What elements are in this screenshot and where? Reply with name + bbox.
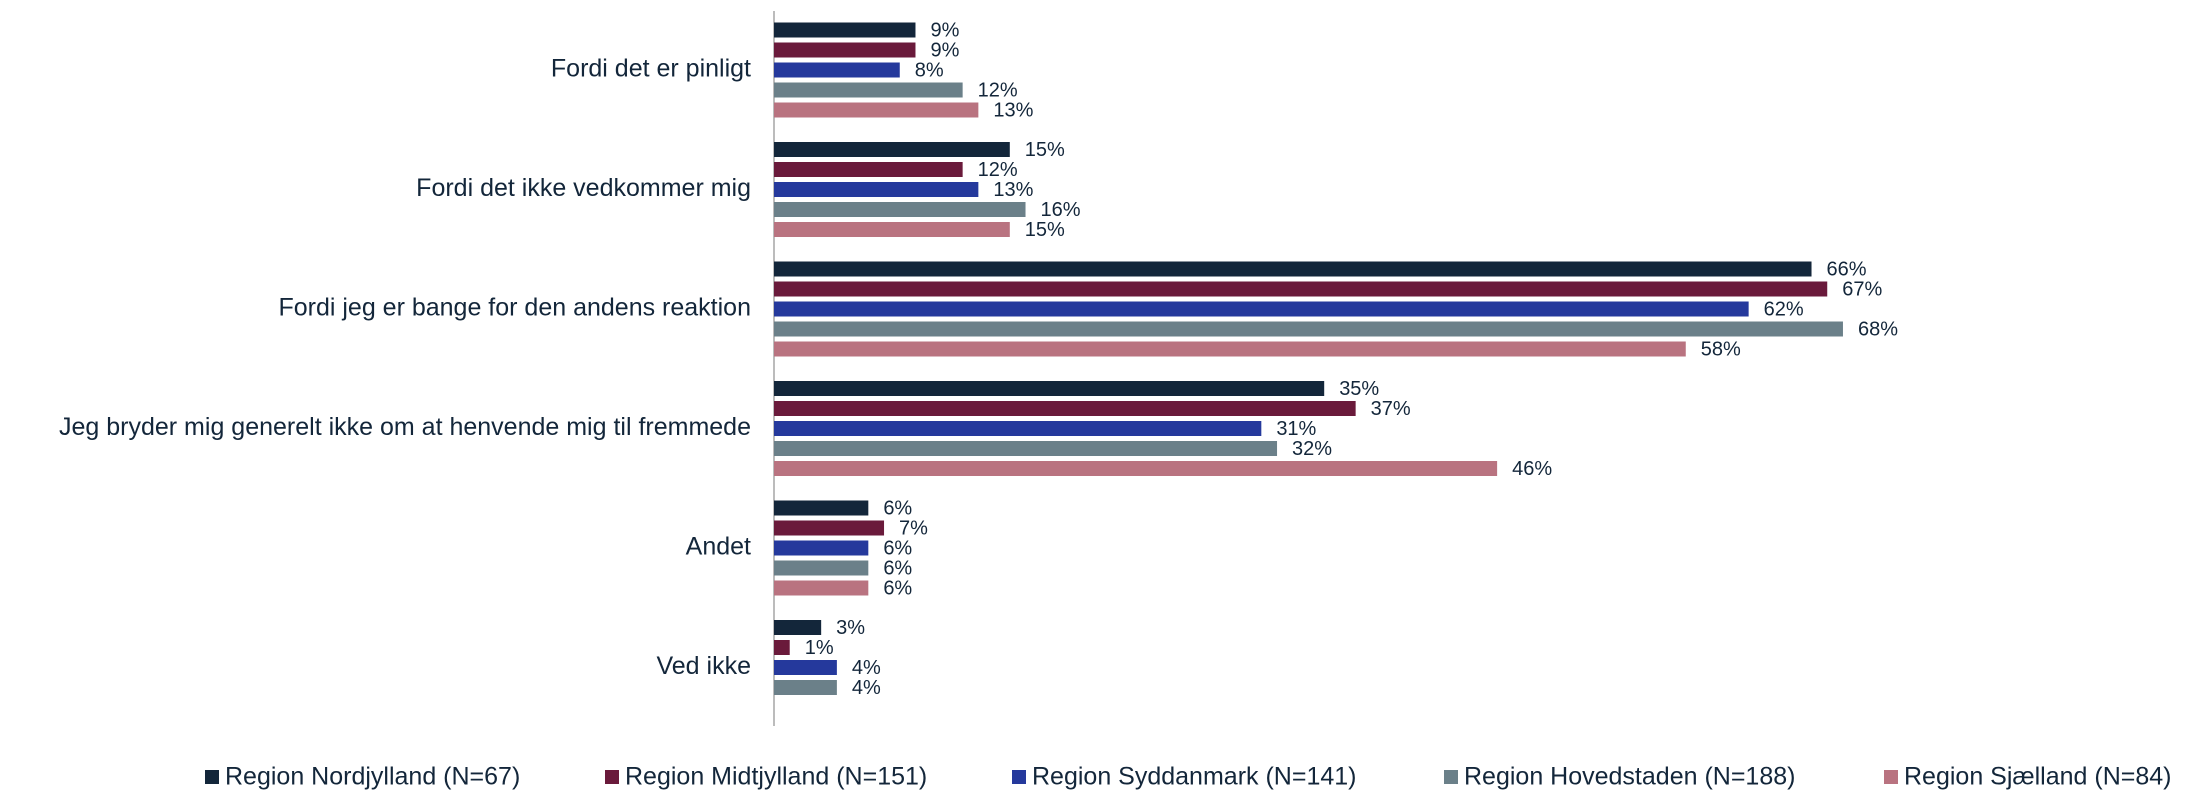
value-label: 62% [1764, 298, 1804, 320]
value-label: 31% [1276, 418, 1316, 440]
value-label: 3% [836, 617, 865, 639]
value-label: 12% [978, 79, 1018, 101]
bar [774, 102, 979, 118]
bar [774, 182, 979, 197]
value-label: 4% [852, 657, 881, 679]
legend-swatch [205, 770, 219, 784]
value-label: 15% [1025, 219, 1065, 241]
value-label: 13% [993, 99, 1033, 121]
bar [774, 580, 869, 596]
legend-label: Region Hovedstaden (N=188) [1464, 763, 1795, 791]
value-label: 66% [1827, 258, 1867, 280]
value-label: 15% [1025, 139, 1065, 161]
value-label: 58% [1701, 338, 1741, 360]
value-label: 6% [883, 497, 912, 519]
bar [774, 640, 790, 655]
bar [774, 22, 916, 38]
bar [774, 281, 1828, 297]
bar [774, 680, 837, 695]
category-label: Fordi jeg er bange for den andens reakti… [278, 294, 751, 322]
value-label: 6% [883, 557, 912, 579]
bar [774, 540, 869, 556]
value-label: 32% [1292, 438, 1332, 460]
value-label: 9% [930, 19, 959, 41]
legend-label: Region Nordjylland (N=67) [225, 763, 520, 791]
value-label: 9% [930, 39, 959, 61]
value-label: 6% [883, 537, 912, 559]
category-label: Fordi det er pinligt [551, 55, 751, 83]
bar [774, 42, 916, 58]
value-label: 12% [978, 159, 1018, 181]
bar [774, 82, 963, 98]
legend-swatch [605, 770, 619, 784]
value-label: 4% [852, 677, 881, 699]
bar [774, 62, 900, 78]
value-label: 46% [1512, 458, 1552, 480]
value-label: 35% [1339, 378, 1379, 400]
value-label: 1% [805, 637, 834, 659]
bar [774, 301, 1749, 317]
bar [774, 620, 822, 635]
value-label: 7% [899, 517, 928, 539]
category-label: Andet [686, 533, 751, 561]
legend-label: Region Sjælland (N=84) [1904, 763, 2172, 791]
bar [774, 441, 1278, 456]
bar [774, 660, 837, 675]
legend-swatch [1444, 770, 1458, 784]
category-label: Jeg bryder mig generelt ikke om at henve… [59, 413, 751, 441]
category-label: Fordi det ikke vedkommer mig [416, 174, 751, 202]
bar [774, 321, 1843, 337]
value-label: 37% [1371, 398, 1411, 420]
bar [774, 421, 1262, 436]
bar [774, 162, 963, 177]
bar [774, 222, 1010, 237]
bar [774, 461, 1498, 476]
bar [774, 500, 869, 516]
bar [774, 261, 1812, 277]
bar [774, 560, 869, 576]
bar [774, 520, 885, 536]
value-label: 8% [915, 59, 944, 81]
value-label: 6% [883, 577, 912, 599]
value-label: 68% [1858, 318, 1898, 340]
bar [774, 401, 1356, 416]
legend-label: Region Syddanmark (N=141) [1032, 763, 1356, 791]
value-label: 67% [1842, 278, 1882, 300]
bar [774, 381, 1325, 396]
legend-swatch [1884, 770, 1898, 784]
bar [774, 202, 1026, 217]
legend-swatch [1012, 770, 1026, 784]
bar [774, 341, 1686, 357]
value-label: 13% [993, 179, 1033, 201]
category-label: Ved ikke [656, 652, 751, 680]
bar [774, 142, 1010, 157]
legend-label: Region Midtjylland (N=151) [625, 763, 927, 791]
value-label: 16% [1041, 199, 1081, 221]
